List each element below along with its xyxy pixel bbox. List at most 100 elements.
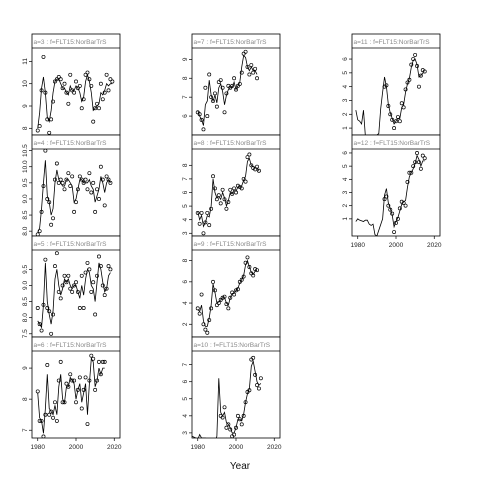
observed-point (66, 273, 71, 278)
observed-point (397, 119, 402, 124)
y-tick-label: 6 (182, 380, 189, 384)
observed-point (253, 66, 258, 71)
observed-point (220, 415, 225, 420)
y-tick-label: 8.0 (22, 313, 29, 322)
observed-point (39, 328, 44, 333)
observed-point (224, 206, 229, 211)
observed-point (102, 293, 107, 298)
observed-point (226, 422, 231, 427)
observed-point (255, 164, 259, 169)
observed-point (245, 64, 250, 69)
y-tick-label: 7 (182, 95, 189, 99)
observed-point (403, 203, 408, 208)
y-tick-label: 7.5 (22, 329, 29, 338)
observed-point (54, 418, 59, 423)
observed-point (382, 197, 387, 202)
y-tick-label: 4 (342, 177, 349, 181)
x-tick-label: 2000 (389, 242, 404, 249)
observed-point (422, 156, 427, 161)
observed-point (384, 194, 389, 199)
observed-point (41, 54, 46, 59)
y-tick-label: 9.0 (22, 194, 29, 203)
observed-point (249, 271, 254, 276)
observed-point (51, 312, 55, 317)
observed-point (255, 76, 259, 81)
observed-point (251, 273, 256, 278)
observed-point (49, 409, 54, 414)
observed-point (83, 270, 88, 275)
observed-point (87, 378, 92, 383)
y-tick-label: 1 (342, 126, 349, 130)
y-tick-label: 9 (182, 57, 189, 61)
observed-point (100, 177, 105, 182)
observed-point (247, 265, 252, 269)
observed-point (70, 289, 75, 294)
y-tick-label: 3 (182, 431, 189, 435)
observed-point (258, 376, 263, 381)
observed-point (75, 387, 80, 392)
observed-point (62, 273, 67, 278)
panel-strip-label: a=10 : f=FLT15:NorBarTrS (194, 342, 271, 349)
observed-point (411, 57, 416, 62)
observed-point (93, 209, 98, 214)
observed-point (100, 283, 105, 288)
observed-point (70, 174, 75, 179)
observed-point (91, 280, 96, 285)
fitted-line (37, 262, 111, 329)
observed-point (234, 288, 238, 293)
panel-strip-label: a=12 : f=FLT15:NorBarTrS (354, 140, 431, 147)
observed-point (388, 207, 393, 212)
observed-point (104, 174, 109, 179)
panel-9: a=11 : f=FLT15:NorBarTrS 1 2 3 4 5 6 (342, 33, 441, 136)
observed-point (235, 287, 240, 292)
observed-point (74, 200, 78, 205)
observed-point (91, 180, 96, 185)
panel-strip-label: a=7 : f=FLT15:NorBarTrS (194, 39, 268, 46)
panel-strip-label: a=8 : f=FLT15:NorBarTrS (194, 140, 268, 147)
observed-point (209, 95, 214, 100)
observed-point (41, 302, 46, 307)
observed-point (87, 77, 92, 82)
fitted-line (197, 54, 258, 126)
observed-point (392, 230, 397, 234)
observed-point (399, 101, 404, 106)
observed-point (72, 378, 77, 383)
y-tick-label: 8.5 (22, 297, 29, 306)
observed-point (222, 197, 227, 202)
observed-point (211, 174, 215, 179)
observed-point (97, 359, 101, 364)
observed-point (98, 164, 103, 169)
observed-point (56, 75, 61, 79)
panel-6: a=8 : f=FLT15:NorBarTrS 3 4 5 6 7 8 (182, 134, 281, 237)
y-tick-label: 10.5 (22, 144, 29, 157)
observed-point (409, 170, 414, 175)
observed-point (216, 80, 221, 84)
observed-point (407, 77, 412, 82)
observed-point (234, 425, 238, 430)
observed-point (220, 295, 225, 300)
observed-point (257, 386, 261, 391)
observed-point (35, 306, 40, 310)
observed-point (97, 196, 101, 201)
observed-point (249, 63, 254, 67)
y-tick-label: 3 (182, 231, 189, 235)
observed-point (237, 81, 242, 86)
observed-point (60, 86, 65, 91)
observed-point (230, 290, 235, 295)
y-tick-label: 3 (342, 98, 349, 102)
panel-1: a=3 : f=FLT15:NorBarTrS 8 9 10 11 (22, 33, 121, 136)
observed-point (199, 292, 204, 297)
observed-point (64, 381, 69, 386)
observed-point (237, 417, 242, 422)
observed-point (195, 306, 200, 311)
observed-point (68, 286, 73, 291)
observed-point (95, 378, 99, 383)
observed-point (45, 306, 50, 310)
observed-point (243, 260, 248, 265)
panel-border (191, 33, 281, 136)
observed-point (66, 384, 71, 389)
observed-point (68, 372, 73, 377)
y-tick-label: 5 (342, 164, 349, 168)
observed-point (197, 311, 202, 316)
panel-3: a=5 : f=FLT15:NorBarTrS 7.5 8.0 8.5 9.0 9.5 (22, 235, 121, 338)
